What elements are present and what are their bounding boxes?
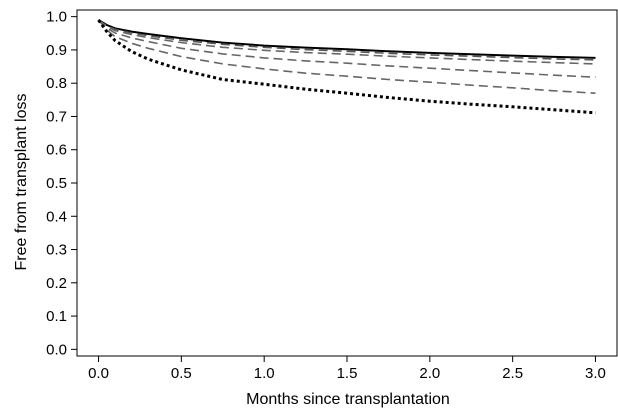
x-tick-label: 3.0 [585, 365, 606, 382]
series-line-4 [97, 19, 596, 78]
x-tick-label: 1.0 [254, 365, 275, 382]
x-tick-label: 2.0 [419, 365, 440, 382]
series-line-6 [97, 19, 596, 115]
y-tick-label: 0.9 [46, 42, 67, 59]
x-tick-label: 0.5 [171, 365, 192, 382]
x-tick-label: 0.0 [88, 365, 109, 382]
y-tick-label: 0.7 [46, 108, 67, 125]
y-tick-label: 0.8 [46, 75, 67, 92]
x-tick-label: 1.5 [337, 365, 358, 382]
x-axis-label: Months since transplantation [246, 391, 450, 408]
y-tick-label: 0.4 [46, 208, 67, 225]
series-line-3 [98, 19, 596, 65]
y-tick-label: 0.1 [46, 308, 67, 325]
y-axis: 0.0 0.1 0.2 0.3 0.4 0.5 0.6 0.7 0.8 0.9 1.0 [46, 9, 77, 358]
y-axis-label: Free from transplant loss [13, 94, 30, 271]
y-tick-label: 0.2 [46, 275, 67, 292]
y-tick-label: 1.0 [46, 9, 67, 26]
series-line-1 [97, 19, 596, 59]
series-lines [97, 19, 596, 115]
y-tick-label: 0.5 [46, 175, 67, 192]
y-tick-label: 0.3 [46, 242, 67, 259]
x-tick-label: 2.5 [502, 365, 523, 382]
series-line-5 [97, 19, 596, 94]
y-tick-label: 0.0 [46, 341, 67, 358]
series-line-2 [98, 19, 596, 61]
y-tick-label: 0.6 [46, 142, 67, 159]
x-axis: 0.0 0.5 1.0 1.5 2.0 2.5 3.0 [88, 356, 606, 382]
